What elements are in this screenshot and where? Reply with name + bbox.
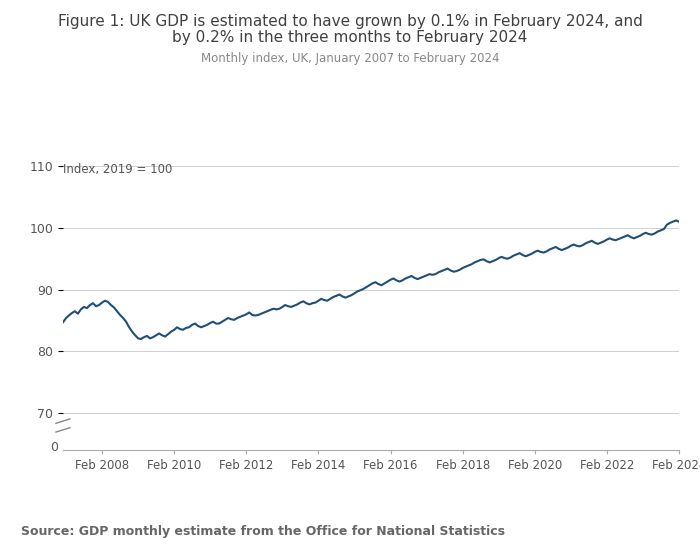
Text: Source: GDP monthly estimate from the Office for National Statistics: Source: GDP monthly estimate from the Of…	[21, 525, 505, 538]
Text: by 0.2% in the three months to February 2024: by 0.2% in the three months to February …	[172, 30, 528, 45]
Text: Monthly index, UK, January 2007 to February 2024: Monthly index, UK, January 2007 to Febru…	[201, 52, 499, 65]
Text: Figure 1: UK GDP is estimated to have grown by 0.1% in February 2024, and: Figure 1: UK GDP is estimated to have gr…	[57, 14, 643, 29]
Text: Index, 2019 = 100: Index, 2019 = 100	[63, 163, 172, 176]
